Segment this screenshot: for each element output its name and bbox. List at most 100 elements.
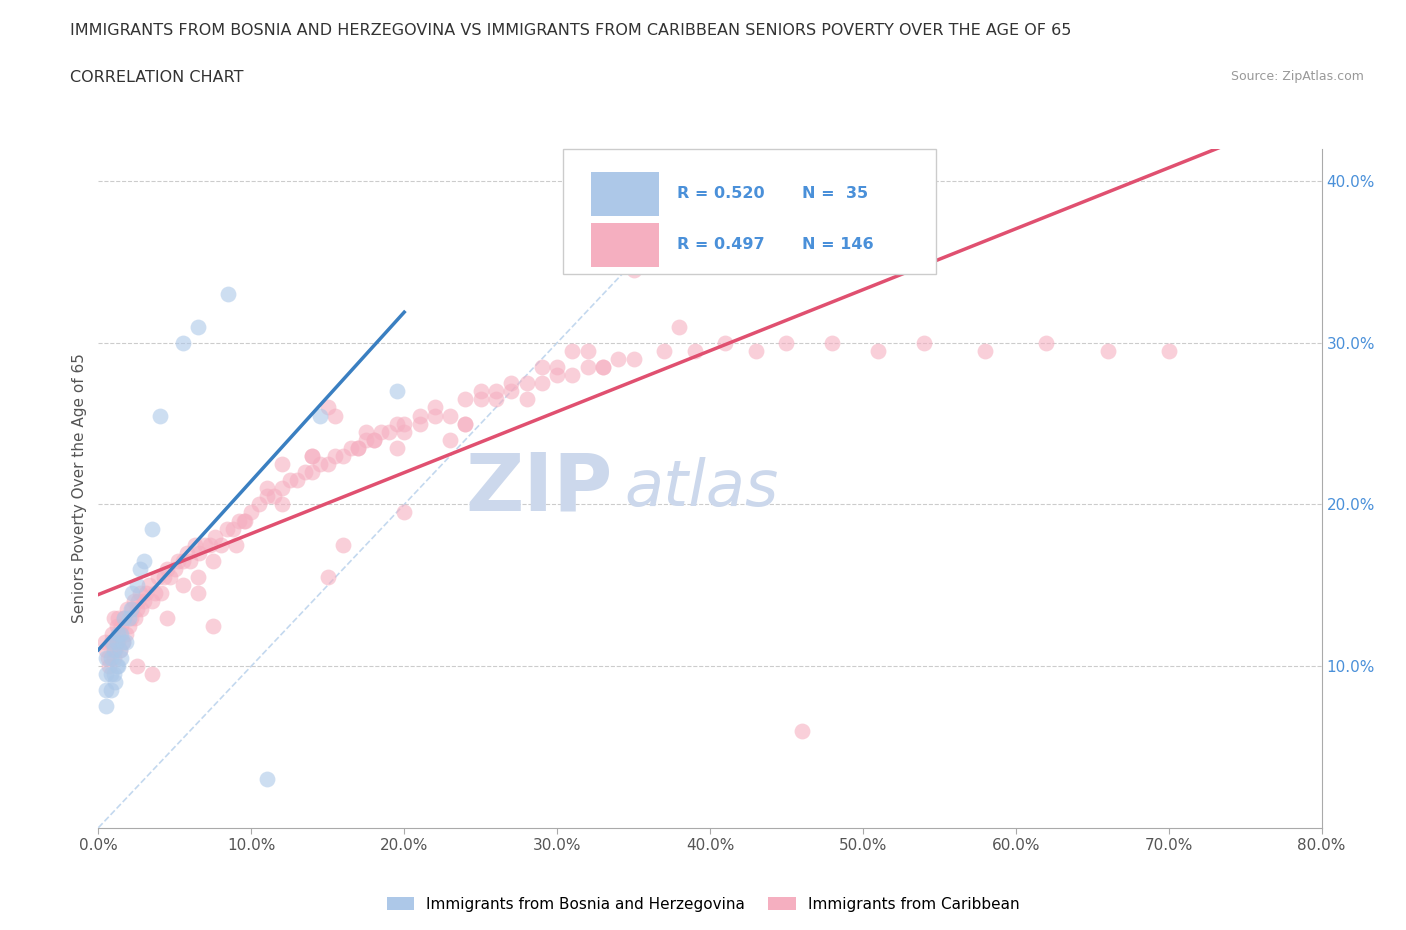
Point xyxy=(103,610,125,625)
Point xyxy=(111,634,134,649)
Point xyxy=(93,634,115,649)
Text: R = 0.497: R = 0.497 xyxy=(678,237,765,252)
Point xyxy=(120,602,142,617)
Point xyxy=(576,343,599,358)
Point xyxy=(270,497,292,512)
Point xyxy=(108,626,131,641)
Point xyxy=(100,634,122,649)
Point xyxy=(623,352,645,366)
Point xyxy=(179,553,201,568)
Point xyxy=(370,424,392,439)
Point xyxy=(347,441,370,456)
Point xyxy=(309,457,332,472)
Point xyxy=(607,352,630,366)
Point xyxy=(172,578,194,592)
Point xyxy=(1157,343,1180,358)
Point xyxy=(240,505,263,520)
Point xyxy=(912,336,935,351)
Point xyxy=(325,408,347,423)
Point xyxy=(225,538,247,552)
Point xyxy=(194,538,217,552)
Point xyxy=(101,626,124,641)
Point xyxy=(127,594,149,609)
Point xyxy=(423,400,446,415)
Point xyxy=(485,384,508,399)
Point xyxy=(408,416,430,431)
Point xyxy=(454,416,477,431)
Point xyxy=(316,570,339,585)
Point xyxy=(561,367,583,382)
Point xyxy=(103,643,125,658)
Point xyxy=(187,586,209,601)
Bar xyxy=(592,223,658,267)
Point xyxy=(301,465,323,480)
Point xyxy=(668,319,690,334)
Point xyxy=(202,618,225,633)
Point xyxy=(107,626,129,641)
Point xyxy=(100,667,122,682)
Point xyxy=(790,724,813,738)
Point xyxy=(112,610,135,625)
Point xyxy=(103,651,125,666)
Point xyxy=(470,392,492,406)
Point xyxy=(163,562,186,577)
Point xyxy=(278,472,301,487)
Point xyxy=(378,424,401,439)
Point xyxy=(576,360,599,375)
Point xyxy=(111,634,134,649)
Point xyxy=(172,553,194,568)
Point xyxy=(439,432,461,447)
Point xyxy=(124,610,146,625)
Point xyxy=(97,651,120,666)
Point xyxy=(233,513,256,528)
Point xyxy=(159,570,181,585)
Point xyxy=(301,448,323,463)
Point xyxy=(363,432,385,447)
Text: N = 146: N = 146 xyxy=(801,237,873,252)
Point xyxy=(392,505,416,520)
Point xyxy=(745,343,768,358)
Point xyxy=(101,634,124,649)
Bar xyxy=(592,172,658,216)
Point xyxy=(561,343,583,358)
Point xyxy=(1035,336,1057,351)
Point xyxy=(423,408,446,423)
Point xyxy=(122,594,145,609)
Text: R = 0.520: R = 0.520 xyxy=(678,186,765,201)
Point xyxy=(316,457,339,472)
Point xyxy=(408,408,430,423)
Point xyxy=(184,538,207,552)
Point xyxy=(699,206,721,221)
Point xyxy=(107,658,129,673)
Text: IMMIGRANTS FROM BOSNIA AND HERZEGOVINA VS IMMIGRANTS FROM CARIBBEAN SENIORS POVE: IMMIGRANTS FROM BOSNIA AND HERZEGOVINA V… xyxy=(70,23,1071,38)
Point xyxy=(100,651,122,666)
Point xyxy=(156,562,179,577)
Point xyxy=(354,432,377,447)
Point xyxy=(652,231,675,246)
Point xyxy=(332,448,354,463)
Point xyxy=(135,586,157,601)
Point xyxy=(172,336,194,351)
Point xyxy=(94,683,117,698)
Point xyxy=(222,521,245,536)
Point xyxy=(215,521,238,536)
Point xyxy=(1097,343,1119,358)
Point xyxy=(592,360,614,375)
Point xyxy=(128,562,150,577)
Text: ZIP: ZIP xyxy=(465,449,612,527)
Point xyxy=(217,286,239,301)
Point xyxy=(592,360,614,375)
Point xyxy=(385,441,408,456)
Point xyxy=(176,546,198,561)
Point xyxy=(104,643,127,658)
Point xyxy=(156,610,179,625)
Point xyxy=(339,441,361,456)
Point xyxy=(470,384,492,399)
Point xyxy=(501,376,523,391)
Point xyxy=(187,319,209,334)
Point xyxy=(143,586,166,601)
Point xyxy=(98,658,121,673)
Point xyxy=(256,772,278,787)
Point xyxy=(125,658,148,673)
Point xyxy=(256,489,278,504)
